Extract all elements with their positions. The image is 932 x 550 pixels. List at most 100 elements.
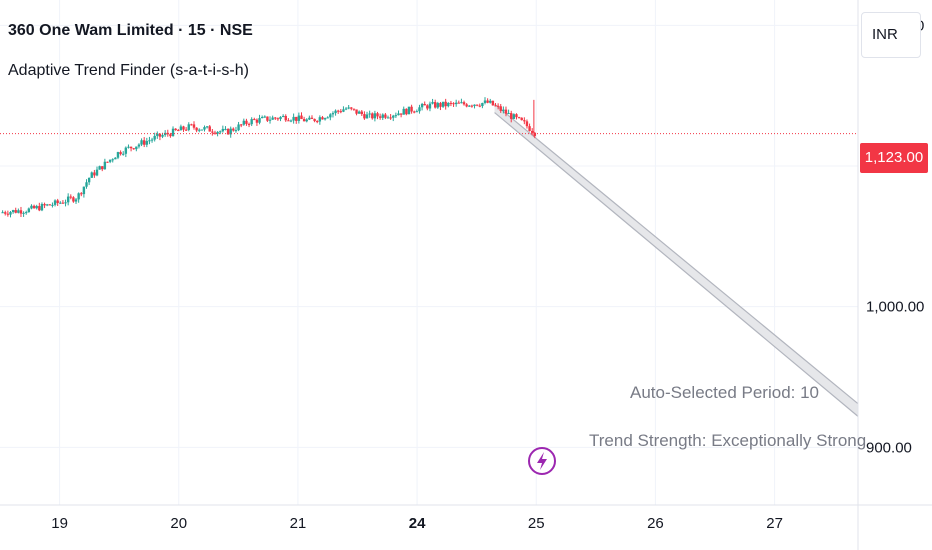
candle-body bbox=[302, 119, 306, 122]
candle-body bbox=[6, 213, 10, 215]
candle-body bbox=[431, 102, 434, 104]
candle-body bbox=[420, 103, 424, 108]
candle-body bbox=[200, 129, 204, 131]
candle-body bbox=[116, 152, 120, 158]
candle-body bbox=[355, 109, 358, 114]
candle-body bbox=[452, 103, 455, 105]
candle-body bbox=[418, 107, 421, 112]
candle-body bbox=[177, 130, 180, 132]
candle-body bbox=[266, 116, 269, 121]
candle-body bbox=[376, 113, 379, 117]
x-tick-label: 27 bbox=[766, 515, 783, 532]
candle-body bbox=[268, 119, 272, 121]
candle-body bbox=[489, 100, 492, 103]
candle-body bbox=[313, 118, 316, 122]
candle-body bbox=[253, 119, 256, 121]
candle-body bbox=[59, 202, 62, 204]
candle-body bbox=[66, 196, 70, 203]
symbol-title[interactable]: 360 One Wam Limited · 15 · NSE bbox=[8, 22, 253, 39]
candle-body bbox=[224, 128, 227, 130]
candle-body bbox=[108, 159, 112, 162]
candle-body bbox=[525, 121, 529, 127]
candle-body bbox=[365, 114, 369, 119]
candle-body bbox=[237, 124, 240, 131]
candle-body bbox=[284, 115, 287, 121]
candle-body bbox=[499, 106, 502, 111]
candle-body bbox=[470, 105, 474, 107]
x-tick-label: 20 bbox=[170, 515, 187, 532]
candle-body bbox=[323, 118, 327, 120]
chart-grid bbox=[0, 0, 858, 505]
candle-body bbox=[410, 106, 413, 112]
candle-body bbox=[444, 101, 447, 107]
candle-body bbox=[122, 153, 125, 155]
candle-body bbox=[462, 102, 466, 105]
candle-body bbox=[394, 115, 398, 117]
candle-body bbox=[457, 102, 460, 104]
candle-body bbox=[389, 117, 392, 119]
candle-body bbox=[56, 200, 59, 204]
candle-body bbox=[512, 114, 516, 119]
candle-body bbox=[208, 126, 211, 132]
candle-body bbox=[119, 152, 122, 155]
candle-body bbox=[373, 113, 377, 119]
candle-body bbox=[289, 120, 293, 122]
candle-body bbox=[232, 128, 235, 131]
candle-body bbox=[38, 206, 41, 211]
candle-body bbox=[447, 102, 450, 107]
candle-body bbox=[9, 212, 12, 215]
candle-body bbox=[27, 208, 31, 213]
candle-body bbox=[300, 115, 303, 120]
candle-body bbox=[384, 114, 387, 118]
candle-body bbox=[148, 140, 151, 142]
candle-body bbox=[124, 147, 128, 154]
candle-body bbox=[25, 212, 28, 214]
candle-body bbox=[4, 212, 7, 214]
candle-body bbox=[166, 132, 169, 135]
candle-body bbox=[392, 115, 395, 118]
candle-body bbox=[399, 113, 403, 115]
candle-body bbox=[182, 126, 185, 130]
candle-body bbox=[402, 108, 405, 115]
candle-body bbox=[203, 127, 206, 130]
candle-body bbox=[245, 120, 248, 124]
candle-body bbox=[504, 109, 508, 114]
candle-body bbox=[142, 140, 146, 145]
candle-body bbox=[491, 100, 495, 106]
candle-body bbox=[371, 113, 374, 119]
candle-body bbox=[297, 115, 301, 121]
candle-body bbox=[69, 196, 72, 198]
candle-body bbox=[213, 132, 217, 134]
x-tick-label: 25 bbox=[528, 515, 545, 532]
candle-body bbox=[454, 102, 458, 105]
candle-body bbox=[528, 126, 531, 131]
candle-body bbox=[219, 131, 222, 133]
candle-body bbox=[310, 117, 314, 119]
candle-body bbox=[85, 182, 88, 187]
candle-body bbox=[216, 131, 219, 134]
candle-body bbox=[140, 140, 143, 145]
candle-body bbox=[80, 193, 83, 195]
candle-body bbox=[32, 205, 36, 209]
candle-body bbox=[530, 130, 534, 133]
lightning-icon[interactable] bbox=[527, 446, 557, 476]
candle-body bbox=[515, 114, 518, 118]
candle-body bbox=[250, 119, 253, 125]
candle-body bbox=[428, 103, 432, 109]
x-tick-label: 19 bbox=[51, 515, 68, 532]
candle-body bbox=[397, 113, 400, 116]
candle-body bbox=[103, 161, 107, 170]
candle-body bbox=[174, 128, 177, 131]
candle-body bbox=[242, 120, 246, 125]
candle-body bbox=[386, 117, 390, 119]
currency-button[interactable]: INR bbox=[861, 12, 921, 58]
candle-body bbox=[114, 157, 117, 160]
candle-body bbox=[473, 104, 476, 107]
candle-body bbox=[255, 119, 259, 123]
candle-body bbox=[101, 166, 104, 170]
indicator-legend[interactable]: Adaptive Trend Finder (s-a-t-i-s-h) bbox=[8, 62, 249, 79]
candle-body bbox=[153, 135, 156, 140]
candle-body bbox=[35, 206, 38, 209]
trend-channel-lower bbox=[494, 112, 859, 417]
